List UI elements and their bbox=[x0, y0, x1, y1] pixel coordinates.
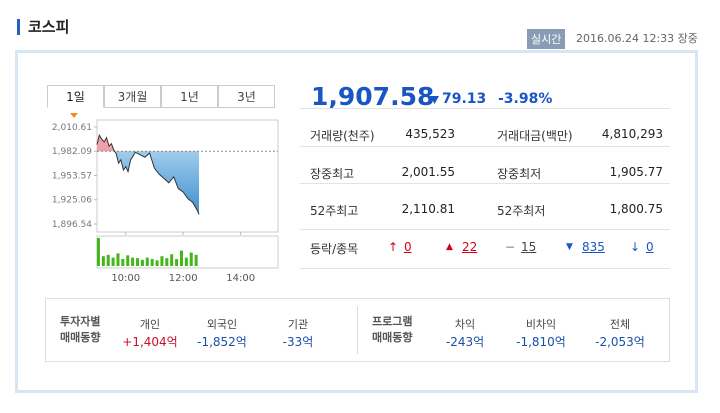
investor-value: +1,404억 bbox=[122, 335, 178, 349]
section-label-line: 투자자별 bbox=[60, 315, 101, 328]
volume-bar bbox=[106, 254, 110, 266]
volume-bar bbox=[121, 259, 125, 266]
volume-bar bbox=[184, 257, 188, 266]
divider bbox=[300, 146, 670, 147]
stat-value: 2,001.55 bbox=[401, 165, 455, 179]
stat-label: 52주최저 bbox=[497, 204, 546, 218]
volume-bar bbox=[189, 252, 193, 266]
y-tick-label: 1,953.57 bbox=[52, 171, 92, 181]
investor-value: -1,810억 bbox=[516, 335, 566, 349]
investor-name: 외국인 bbox=[206, 318, 238, 331]
stat-label: 52주최고 bbox=[310, 204, 359, 218]
stat-value: 1,905.77 bbox=[609, 165, 663, 179]
tab[interactable]: 3개월 bbox=[104, 85, 161, 108]
stat-label: 장중최고 bbox=[310, 167, 355, 181]
investor-name: 비차익 bbox=[525, 318, 557, 331]
badge: 실시간 bbox=[527, 29, 566, 49]
volume-bar bbox=[179, 250, 183, 266]
y-tick-label: 2,010.61 bbox=[52, 123, 92, 133]
breadth-icon: − bbox=[505, 240, 516, 254]
title-bar bbox=[17, 19, 20, 35]
divider bbox=[300, 229, 670, 230]
down-icon bbox=[430, 96, 439, 104]
divider bbox=[300, 268, 670, 269]
stat-value: 435,523 bbox=[405, 127, 455, 141]
volume-bar bbox=[131, 257, 135, 266]
investor-value: -33억 bbox=[282, 335, 314, 349]
x-tick-label: 14:00 bbox=[226, 273, 255, 284]
panel bbox=[15, 50, 698, 393]
tab[interactable]: 3년 bbox=[218, 85, 275, 108]
divider bbox=[357, 306, 358, 354]
volume-bar bbox=[101, 256, 105, 266]
change-pct: -3.98% bbox=[498, 91, 553, 107]
breadth-icon: ↓ bbox=[630, 240, 641, 254]
breadth-icon: ▼ bbox=[566, 242, 573, 252]
investor-value: -2,053억 bbox=[595, 335, 645, 349]
stat-value: 4,810,293 bbox=[601, 127, 663, 141]
volume-bar bbox=[96, 238, 100, 266]
section-label-line: 프로그램 bbox=[372, 315, 413, 328]
volume-bar bbox=[170, 254, 174, 266]
x-tick-label: 10:00 bbox=[111, 273, 140, 284]
volume-bar bbox=[126, 255, 130, 266]
volume-bar bbox=[140, 259, 144, 266]
breadth-count: 0 bbox=[646, 240, 654, 254]
change: 79.13 bbox=[442, 91, 487, 107]
tab[interactable]: 1년 bbox=[161, 85, 218, 108]
breadth-icon: ▲ bbox=[446, 242, 453, 252]
title: 코스피 bbox=[28, 18, 70, 36]
y-tick-label: 1,982.09 bbox=[52, 147, 92, 157]
volume-bar bbox=[165, 258, 169, 266]
volume-bar bbox=[136, 258, 140, 266]
price-line bbox=[96, 133, 200, 215]
breadth-count: 835 bbox=[582, 240, 605, 254]
volume-bar bbox=[194, 254, 198, 266]
volume-bar bbox=[155, 260, 159, 266]
volume-bar bbox=[150, 259, 154, 266]
investor-value: -1,852억 bbox=[197, 335, 247, 349]
y-tick-label: 1,896.54 bbox=[52, 220, 92, 230]
investor-box bbox=[45, 298, 670, 362]
divider bbox=[300, 108, 670, 109]
tab[interactable]: 1일 bbox=[47, 85, 104, 108]
plot-frame bbox=[96, 119, 279, 233]
stat-value: 1,800.75 bbox=[609, 202, 663, 216]
stat-label: 거래량(천주) bbox=[310, 129, 375, 143]
breadth-count: 15 bbox=[521, 240, 537, 254]
breadth-label: 등락/종목 bbox=[310, 242, 359, 256]
stat-label: 장중최저 bbox=[497, 167, 542, 181]
investor-name: 차익 bbox=[454, 318, 476, 331]
investor-name: 전체 bbox=[609, 318, 631, 331]
section-label-line: 매매동향 bbox=[372, 331, 413, 344]
investor-name: 기관 bbox=[287, 318, 309, 331]
section-label-line: 매매동향 bbox=[60, 331, 101, 344]
timestamp: 2016.06.24 12:33 장중 bbox=[576, 32, 698, 45]
investor-value: -243억 bbox=[445, 335, 485, 349]
price: 1,907.58 bbox=[311, 82, 435, 111]
divider bbox=[300, 183, 670, 184]
area-down bbox=[97, 151, 199, 215]
mini-chart: 2,010.61 1,982.09 1,953.57 1,925.06 1,896.54… bbox=[52, 113, 279, 284]
y-tick-label: 1,925.06 bbox=[52, 196, 92, 206]
investor-name: 개인 bbox=[139, 318, 161, 331]
stat-label: 거래대금(백만) bbox=[497, 129, 573, 143]
breadth-count: 0 bbox=[404, 240, 412, 254]
breadth-count: 22 bbox=[462, 240, 478, 254]
volume-bar bbox=[111, 257, 115, 266]
stat-value: 2,110.81 bbox=[401, 202, 455, 216]
volume-bar bbox=[175, 259, 179, 266]
x-tick-label: 12:00 bbox=[169, 273, 198, 284]
tab-pointer bbox=[70, 113, 78, 118]
volume-bar bbox=[116, 253, 120, 266]
volume-bar bbox=[145, 257, 149, 266]
volume-bar bbox=[160, 256, 164, 266]
breadth-icon: ↑ bbox=[388, 240, 399, 254]
